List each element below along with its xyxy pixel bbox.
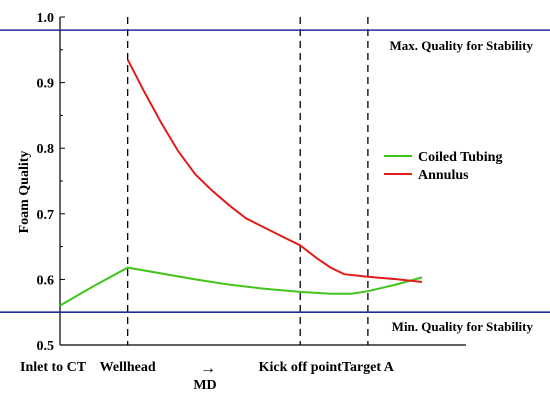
md-arrow-icon: → [200,360,216,377]
y-tick-label: 0.9 [37,77,55,92]
reference-lines [0,29,550,314]
legend-label: Coiled Tubing [418,150,502,165]
x-landmark-labels: Inlet to CT Wellhead Kick off point Target … [20,360,395,375]
y-tick-label: 1.0 [37,11,55,26]
y-axis-label: Foam Quality [17,151,32,234]
x-landmark-label: Inlet to CT [20,360,87,375]
legend-label: Annulus [418,168,469,183]
axes [59,16,466,346]
min-quality-label: Min. Quality for Stability [392,319,534,334]
legend: Coiled Tubing Annulus [384,150,502,183]
y-tick-label: 0.5 [37,339,55,354]
max-quality-label: Max. Quality for Stability [390,38,534,53]
vertical-markers [127,17,369,345]
y-tick-label: 0.8 [37,142,55,157]
coiled-tubing-line [59,266,423,307]
x-landmark-label: Target A [342,360,395,375]
annulus-line [126,59,423,283]
data-series [59,59,423,307]
x-axis-label: MD [193,378,216,393]
y-tick-labels: 0.5 0.6 0.7 0.8 0.9 1.0 [37,11,55,354]
y-tick-label: 0.6 [37,273,55,288]
y-tick-label: 0.7 [37,208,55,223]
x-landmark-label: Kick off point [259,360,343,375]
x-landmark-label: Wellhead [100,360,156,375]
